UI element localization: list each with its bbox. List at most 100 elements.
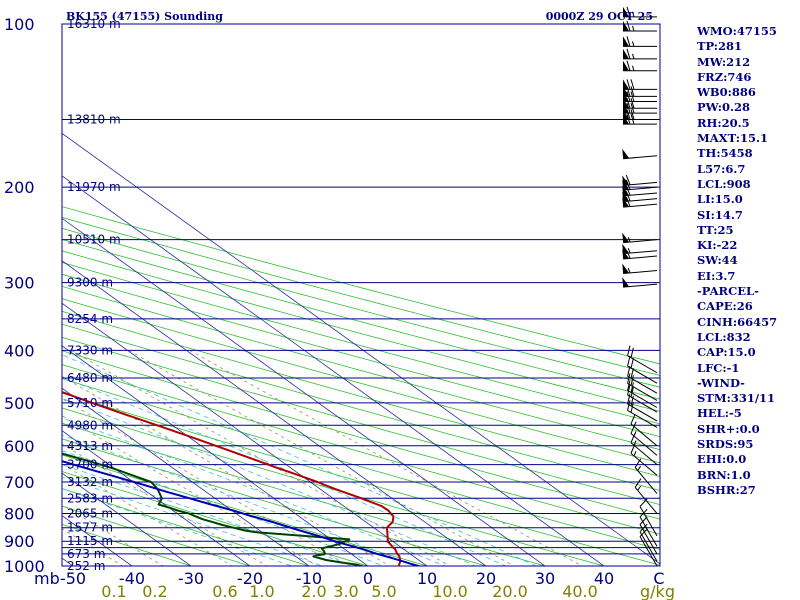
pressure-tick-label: 300	[4, 274, 35, 293]
barb-feather	[630, 386, 634, 398]
height-label: 5710 m	[67, 396, 113, 410]
index-item: MW:212	[697, 54, 751, 69]
wind-barb	[622, 277, 658, 288]
barb-half-feather	[637, 465, 642, 471]
index-item: LFC:-1	[697, 360, 740, 375]
barb-shaft	[623, 255, 658, 260]
dry-adiabat	[62, 438, 488, 566]
mixing-ratio-line	[62, 463, 233, 566]
height-label: 252 m	[67, 559, 105, 573]
index-item: CINH:66457	[697, 314, 778, 329]
index-item: LI:15.0	[697, 192, 743, 207]
barb-feather	[630, 402, 634, 413]
barb-feather	[634, 478, 642, 488]
barb-feather	[626, 102, 631, 114]
barb-feather	[627, 384, 631, 396]
barb-feather	[639, 498, 648, 507]
barb-feather	[627, 355, 631, 367]
index-item: SHR+:0.0	[697, 421, 760, 436]
mixing-ratio-line	[71, 349, 451, 566]
wind-barb	[623, 6, 657, 18]
height-label: 7330 m	[67, 343, 113, 357]
height-label: 3132 m	[67, 475, 113, 489]
series-layer	[62, 391, 423, 566]
dry-adiabat	[62, 227, 660, 388]
barb-feather	[626, 36, 631, 47]
barb-feather	[639, 508, 648, 518]
chart-title: BK155 (47155) Sounding	[66, 10, 223, 23]
mixing-ratio-label: 0.1	[101, 582, 126, 600]
index-item: EI:3.7	[697, 268, 736, 283]
barb-feather	[630, 357, 634, 369]
wind-barbs	[622, 6, 658, 567]
barb-half-feather	[627, 237, 631, 243]
wind-barb	[623, 113, 657, 125]
dry-adiabat	[62, 216, 660, 376]
temperature-tick-label: 0	[363, 569, 373, 588]
barb-feather	[630, 79, 635, 90]
temperature-tick-label: -30	[178, 569, 204, 588]
mixing-ratio-line	[128, 349, 515, 566]
index-item: PW:0.28	[697, 100, 751, 115]
dewpoint-line	[62, 452, 366, 566]
height-label: 10510 m	[67, 233, 121, 247]
dry-adiabat	[62, 364, 660, 535]
pressure-tick-label: 100	[4, 15, 35, 34]
wind-barb	[623, 60, 657, 72]
moist-adiabat	[62, 464, 354, 566]
temperature-unit: C	[653, 569, 664, 588]
barb-shaft	[634, 467, 658, 494]
barb-feather	[630, 113, 635, 125]
chart-time: 0000Z 29 OCT 25	[546, 10, 653, 23]
barb-feather	[625, 179, 631, 190]
wind-barb	[623, 79, 657, 90]
barb-feather	[630, 102, 635, 114]
moist-adiabat	[62, 434, 416, 566]
barb-feather	[630, 375, 634, 386]
index-item: LCL:908	[697, 176, 751, 191]
isotherm	[62, 472, 192, 566]
index-item: CAP:15.0	[697, 345, 756, 360]
barb-pennant	[622, 249, 630, 260]
barb-feather	[630, 91, 635, 102]
height-label: 1577 m	[67, 521, 113, 535]
wind-barb	[622, 148, 658, 160]
height-label: 8254 m	[67, 312, 113, 326]
mixing-ratio-label: 10.0	[432, 582, 468, 600]
barb-feather	[630, 423, 636, 434]
pressure-tick-label: 500	[4, 394, 35, 413]
dry-adiabat	[62, 285, 660, 451]
barb-half-feather	[627, 248, 631, 254]
barb-shaft	[630, 433, 658, 456]
mixing-ratio-line	[62, 398, 350, 566]
height-label: 9300 m	[67, 276, 113, 290]
grid-layer	[62, 132, 660, 566]
index-item: FRZ:746	[697, 69, 752, 84]
barb-half-feather	[627, 253, 631, 259]
mixing-ratio-line	[62, 504, 164, 566]
moist-adiabat	[62, 397, 477, 566]
height-label: 4980 m	[67, 418, 113, 432]
height-label: 11970 m	[67, 180, 121, 194]
barb-pennant	[623, 114, 629, 125]
dry-adiabat	[62, 298, 660, 464]
barb-feather	[630, 443, 636, 454]
barb-shaft	[639, 506, 658, 537]
dry-adiabat	[62, 323, 660, 491]
isotherm	[62, 430, 251, 566]
height-label: 2583 m	[67, 491, 113, 505]
wind-barb	[627, 355, 658, 384]
isotherm	[62, 260, 487, 566]
wind-barb	[622, 196, 658, 208]
barb-feather	[625, 174, 631, 185]
dry-adiabat	[62, 488, 311, 566]
height-label: 16310 m	[67, 17, 121, 31]
barb-feather	[627, 365, 631, 377]
mixing-ratio-line	[62, 415, 319, 566]
barb-shaft	[630, 423, 658, 447]
barb-feather	[630, 367, 634, 379]
barb-feather	[625, 191, 631, 202]
wind-barb	[630, 432, 658, 465]
index-item: LCL:832	[697, 329, 751, 344]
